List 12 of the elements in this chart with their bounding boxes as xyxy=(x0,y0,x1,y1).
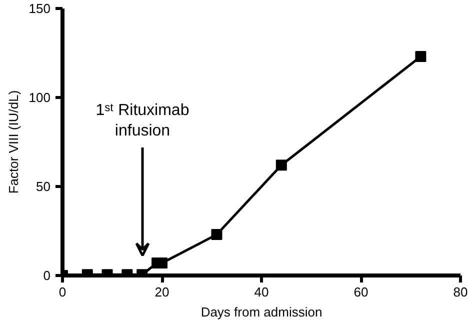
y-tick-label: 0 xyxy=(43,268,51,283)
annotation: 1ˢᵗ Rituximab infusion xyxy=(96,102,190,140)
y-axis-title: Factor VIII (IU/dL) xyxy=(6,90,21,194)
x-tick-label: 0 xyxy=(58,284,66,300)
y-tick-label: 150 xyxy=(28,1,51,16)
x-tick-label: 20 xyxy=(154,284,170,300)
x-tick-label: 60 xyxy=(354,284,368,300)
x-axis-title: Days from admission xyxy=(200,304,322,320)
y-tick-label: 50 xyxy=(36,179,51,194)
x-tick-label: 40 xyxy=(254,284,269,300)
y-tick-label: 100 xyxy=(28,90,51,105)
x-tick-label: 80 xyxy=(453,284,468,300)
